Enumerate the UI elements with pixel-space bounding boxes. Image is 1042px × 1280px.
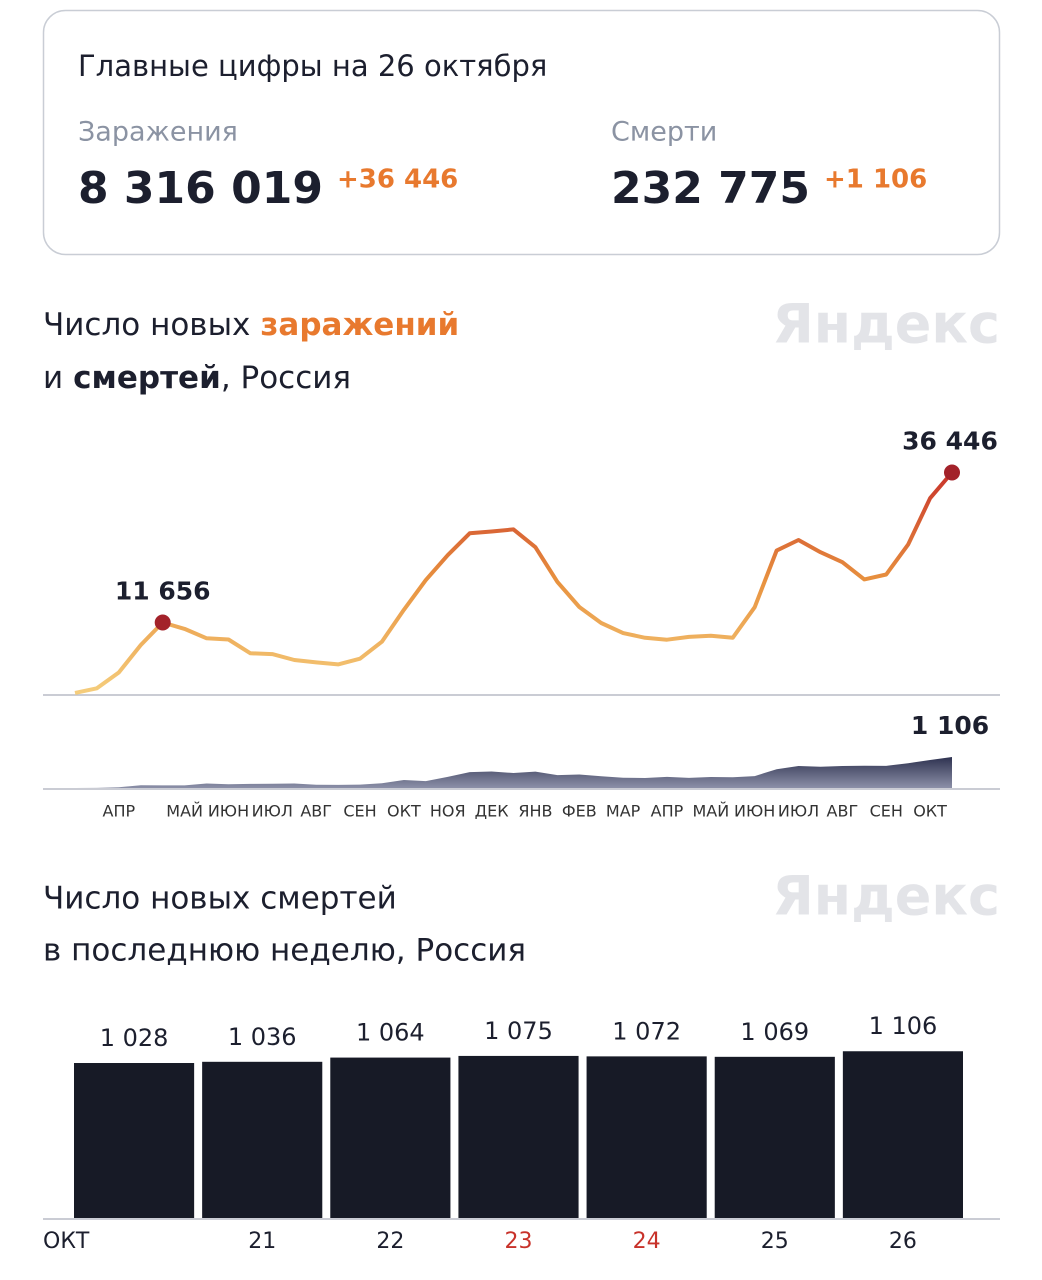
x-tick-label: 23 [505,1229,533,1254]
x-tick-label: 25 [761,1229,789,1254]
x-tick-label: ДЕК [475,802,510,821]
chart-title: Число новых смертей [43,881,397,917]
summary-title: Главные цифры на 26 октября [78,49,547,83]
bar [458,1055,579,1218]
data-label: 1 069 [740,1018,809,1046]
x-tick-label: МАЙ [166,802,203,821]
bar [330,1057,451,1218]
x-tick-label: НОЯ [430,802,466,821]
data-label: 1 106 [869,1012,938,1040]
line [74,471,954,695]
x-tick-label: ОКТ [387,802,421,821]
x-tick-label: ОКТ [43,1229,90,1254]
x-tick-label: СЕН [343,802,376,821]
x-tick-label: МАР [606,802,641,821]
x-tick-label: ИЮН [208,802,249,821]
stat-label: Смерти [611,117,717,148]
title-part: и [43,360,63,396]
data-label: 36 446 [902,427,998,456]
peak-marker [944,464,960,481]
data-label: 1 036 [228,1023,297,1051]
data-label: 1 064 [356,1019,425,1047]
watermark: Яндекс [772,865,1000,928]
x-tick-label: ФЕВ [562,802,597,821]
area [75,757,952,788]
chart-title: и смертей, Россия [43,360,351,396]
x-tick-label: СЕН [870,802,903,821]
legend-entry: смертей [73,360,221,396]
chart-title: в последнюю неделю, Россия [43,933,526,969]
x-tick-label: АПР [103,802,136,821]
data-label: 1 075 [484,1017,553,1045]
x-tick-label: ИЮН [734,802,775,821]
x-tick-label: 22 [376,1229,404,1254]
data-label: 11 656 [115,576,211,605]
data-label: 1 106 [911,711,989,740]
stat-label: Заражения [78,117,238,148]
x-tick-label: 21 [248,1229,276,1254]
bar [586,1056,707,1218]
bar [714,1056,835,1218]
peak-marker [154,614,171,631]
x-tick-label: ИЮЛ [778,802,819,821]
x-tick-label: 26 [889,1229,917,1254]
x-tick-label: АПР [651,802,684,821]
x-tick-label: ОКТ [913,802,947,821]
chart-title: Число новых заражений [43,307,459,343]
data-label: 1 028 [100,1024,169,1052]
stat-value: 232 775 [611,163,810,214]
x-tick-label: АВГ [300,802,332,821]
stat-delta: +1 106 [824,165,927,195]
x-tick-label: МАЙ [692,802,729,821]
title-part: Число новых [43,307,250,343]
watermark: Яндекс [772,293,1000,356]
stat-value: 8 316 019 [78,163,323,214]
bar [842,1051,963,1218]
x-tick-label: АВГ [827,802,859,821]
legend-entry: заражений [260,307,459,343]
bar [202,1061,323,1218]
x-tick-label: ИЮЛ [252,802,293,821]
bar [74,1063,195,1218]
summary-card [42,9,1001,256]
x-tick-label: 24 [633,1229,661,1254]
data-label: 1 072 [612,1017,681,1045]
x-tick-label: ЯНВ [518,802,552,821]
title-part: , Россия [221,360,351,396]
stat-delta: +36 446 [337,165,458,195]
